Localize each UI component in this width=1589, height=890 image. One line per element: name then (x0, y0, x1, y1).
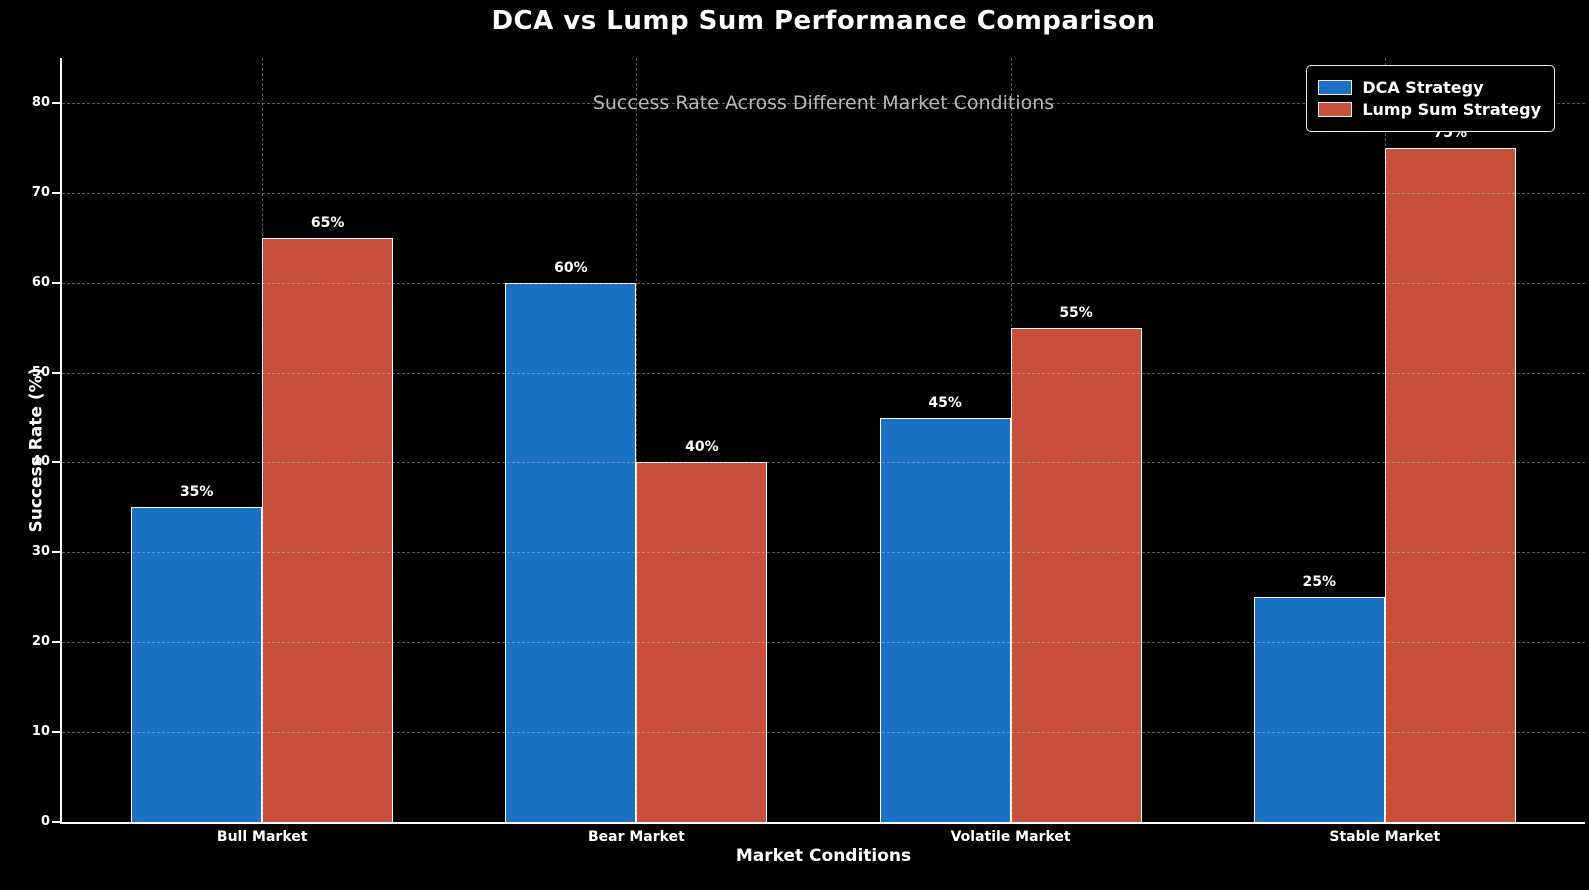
x-tick-label-bull-market: Bull Market (216, 829, 308, 845)
bar-value-label: 45% (928, 394, 962, 411)
legend-label: DCA Strategy (1362, 78, 1484, 97)
legend-swatch-icon (1318, 80, 1353, 95)
y-tick-label: 70 (31, 184, 50, 200)
bar-dca-strategy-volatile-market (879, 417, 1011, 822)
chart-title: DCA vs Lump Sum Performance Comparison (491, 6, 1156, 36)
y-tick-mark (52, 461, 60, 464)
bar-dca-strategy-bull-market (131, 507, 263, 822)
x-tick-label-bear-market: Bear Market (587, 829, 685, 845)
y-tick-label: 20 (31, 634, 50, 650)
legend: DCA Strategy Lump Sum Strategy (1306, 65, 1555, 132)
bar-value-label: 25% (1302, 574, 1337, 591)
y-tick-mark (52, 641, 60, 644)
y-tick-mark (52, 101, 60, 104)
legend-item: Lump Sum Strategy (1318, 100, 1541, 119)
y-tick-mark (52, 731, 60, 734)
y-tick-label: 10 (31, 724, 50, 740)
y-axis-spine (60, 58, 62, 822)
bar-lump-sum-strategy-volatile-market (1010, 327, 1142, 822)
bar-value-label: 55% (1059, 304, 1093, 321)
y-axis-label: Success Rate (%) (26, 367, 47, 533)
y-tick-label: 50 (31, 364, 50, 380)
y-tick-mark (52, 191, 60, 194)
y-tick-mark (52, 821, 60, 823)
bar-value-label: 35% (179, 484, 214, 501)
bar-value-label: 40% (685, 439, 719, 456)
bar-value-label: 60% (554, 259, 588, 276)
x-tick-label-stable-market: Stable Market (1329, 829, 1441, 845)
bar-lump-sum-strategy-bear-market (636, 462, 768, 822)
y-tick-label: 60 (31, 274, 50, 290)
y-tick-mark (52, 281, 60, 284)
bar-dca-strategy-bear-market (505, 282, 637, 822)
plot-area: 35% 60% 45% 25% 65% 40% 55% 75% (60, 58, 1585, 824)
x-axis-spine (60, 822, 1585, 824)
legend-label: Lump Sum Strategy (1362, 100, 1541, 119)
x-axis-label: Market Conditions (735, 846, 912, 866)
y-tick-label: 30 (31, 544, 50, 560)
bar-value-label: 65% (310, 214, 345, 231)
bar-lump-sum-strategy-bull-market (262, 237, 394, 822)
y-tick-mark (52, 551, 60, 554)
y-tick-label: 80 (31, 94, 50, 110)
chart-subtitle: Success Rate Across Different Market Con… (592, 92, 1055, 114)
x-tick-label-volatile-market: Volatile Market (950, 829, 1071, 845)
bar-dca-strategy-stable-market (1253, 597, 1385, 822)
y-tick-label: 0 (40, 814, 50, 829)
legend-swatch-icon (1318, 102, 1353, 117)
legend-item: DCA Strategy (1318, 78, 1541, 97)
gridline-horizontal (62, 192, 1585, 194)
y-tick-label: 40 (31, 454, 50, 470)
y-tick-mark (52, 371, 60, 374)
bar-lump-sum-strategy-stable-market (1384, 147, 1516, 822)
